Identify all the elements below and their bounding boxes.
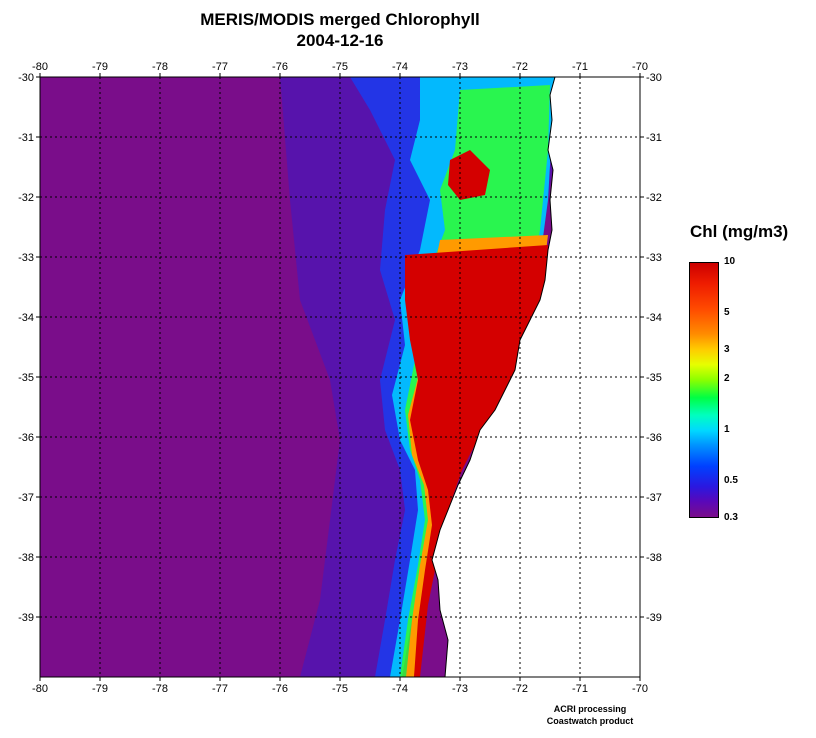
lon-tick-label-bottom: -71 — [572, 683, 588, 695]
colorbar-label: 0.5 — [724, 474, 738, 486]
lon-tick-label-top: -74 — [392, 61, 408, 73]
lon-tick-label-bottom: -75 — [332, 683, 348, 695]
lon-tick-label-top: -78 — [152, 61, 168, 73]
credit-product: Coastwatch product — [546, 716, 634, 726]
colorbar-label: 0.3 — [724, 512, 738, 523]
colorbar-label: 3 — [724, 343, 730, 355]
map-ticks: -80 -80 -79 -79 -78 -78 -77 -77 -76 -76 -75 -75 -74 -… — [18, 61, 662, 695]
lon-tick-label-bottom: -76 — [272, 683, 288, 695]
lon-tick-label-top: -79 — [92, 61, 108, 73]
chl-north-patch — [448, 150, 490, 200]
lat-tick-label-right: -37 — [646, 492, 662, 504]
lat-tick-label-right: -36 — [646, 432, 662, 444]
colorbar-label: 10 — [724, 256, 736, 267]
lat-tick-label-left: -31 — [18, 132, 34, 144]
lat-tick-label-left: -39 — [18, 612, 34, 624]
map-grid — [40, 77, 640, 677]
lon-tick-label-top: -77 — [212, 61, 228, 73]
lon-tick-label-top: -70 — [632, 61, 648, 73]
lon-tick-label-bottom: -79 — [92, 683, 108, 695]
lat-tick-label-left: -37 — [18, 492, 34, 504]
legend-title: Chl (mg/m3) — [690, 222, 789, 241]
lon-tick-label-top: -73 — [452, 61, 468, 73]
lon-tick-label-top: -76 — [272, 61, 288, 73]
lon-tick-label-bottom: -74 — [392, 683, 408, 695]
lon-tick-label-bottom: -80 — [32, 683, 48, 695]
lon-tick-label-top: -75 — [332, 61, 348, 73]
lat-tick-label-right: -31 — [646, 132, 662, 144]
colorbar-label: 5 — [724, 306, 730, 318]
colorbar — [689, 262, 719, 518]
lat-tick-label-left: -35 — [18, 372, 34, 384]
lat-tick-label-right: -35 — [646, 372, 662, 384]
lat-tick-label-left: -34 — [18, 312, 34, 324]
lon-tick-label-bottom: -72 — [512, 683, 528, 695]
credit-processing: ACRI processing — [553, 704, 627, 714]
lon-tick-label-top: -80 — [32, 61, 48, 73]
lon-tick-label-bottom: -77 — [212, 683, 228, 695]
lat-tick-label-right: -38 — [646, 552, 662, 564]
map-title: MERIS/MODIS merged Chlorophyll — [200, 10, 480, 29]
lon-tick-label-bottom: -73 — [452, 683, 468, 695]
lon-tick-label-top: -71 — [572, 61, 588, 73]
colorbar-label: 1 — [724, 424, 730, 436]
lon-tick-label-bottom: -78 — [152, 683, 168, 695]
lon-tick-label-top: -72 — [512, 61, 528, 73]
lat-tick-label-left: -36 — [18, 432, 34, 444]
lat-tick-label-right: -34 — [646, 312, 662, 324]
lat-tick-label-left: -30 — [18, 72, 34, 84]
lat-tick-label-left: -33 — [18, 252, 34, 264]
lat-tick-label-left: -32 — [18, 192, 34, 204]
colorbar-label: 2 — [724, 373, 730, 385]
lon-tick-label-bottom: -70 — [632, 683, 648, 695]
lat-tick-label-right: -33 — [646, 252, 662, 264]
lat-tick-label-right: -30 — [646, 72, 662, 84]
map-date: 2004-12-16 — [296, 31, 384, 50]
lat-tick-label-right: -32 — [646, 192, 662, 204]
lat-tick-label-left: -38 — [18, 552, 34, 564]
chl-max-band — [405, 245, 548, 677]
lat-tick-label-right: -39 — [646, 612, 662, 624]
map-plot-area — [40, 77, 640, 677]
